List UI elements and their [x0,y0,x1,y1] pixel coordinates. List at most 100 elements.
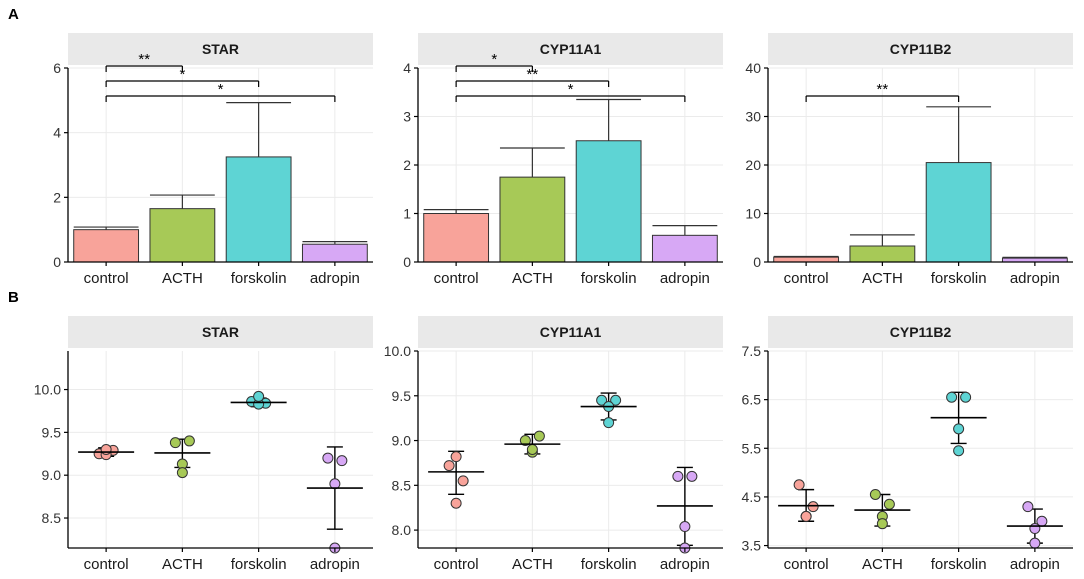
data-point-forskolin [603,417,615,429]
x-tick-label: adropin [660,270,710,287]
y-tick-label: 8.5 [42,510,62,526]
bar-acth [149,208,216,263]
data-point-forskolin [953,445,965,457]
data-point-control [457,475,469,487]
sig-label: ** [527,66,539,83]
y-tick-label: 8.0 [392,522,412,538]
data-point-acth [883,498,895,510]
bar-acth [849,245,916,263]
data-point-forskolin [610,394,622,406]
facet-strip [768,33,1073,65]
bar-adropin [651,234,718,263]
bar-forskolin [225,156,292,263]
data-point-forskolin [253,390,265,402]
data-point-control [807,501,819,513]
data-point-control [100,444,112,455]
y-tick-label: 7.5 [742,343,762,359]
y-tick-label: 4 [403,60,411,76]
data-point-adropin [679,521,691,533]
facet-title: CYP11A1 [540,324,602,340]
chart-panel-3: CYP11B2 ** 0 10 20 30 40 control ACTH forskolin ad… [745,33,1073,287]
x-tick-label: forskolin [581,270,637,287]
data-point-control [793,479,805,491]
y-tick-label: 2 [53,189,61,205]
data-point-control [800,510,812,522]
bar-control [773,256,840,263]
x-tick-label: control [434,556,479,573]
data-point-acth [519,435,531,447]
x-tick-label: control [84,270,129,287]
data-point-adropin [686,470,698,482]
y-tick-label: 2 [403,157,411,173]
y-tick-label: 6.5 [742,392,762,408]
y-tick-label: 9.0 [42,467,62,483]
facet-title: CYP11B2 [890,324,952,340]
data-point-adropin [1029,537,1041,549]
y-tick-label: 4.5 [742,489,762,505]
y-tick-label: 9.0 [392,433,412,449]
data-point-acth [169,437,181,449]
y-tick-label: 10 [745,206,761,222]
data-point-adropin [672,470,684,482]
bar-control [423,213,490,263]
data-point-acth [176,467,188,479]
sig-label: * [179,66,185,83]
y-tick-label: 40 [745,60,761,76]
x-tick-label: forskolin [931,270,987,287]
x-tick-label: ACTH [162,270,203,287]
data-point-control [450,497,462,509]
data-point-adropin [322,452,334,464]
sig-label: * [218,81,224,98]
data-point-acth [183,435,195,447]
data-point-forskolin [596,394,608,406]
y-tick-label: 20 [745,157,761,173]
facet-strip [68,33,373,65]
facet-strip [418,33,723,65]
data-point-control [450,451,462,463]
data-point-adropin [1029,523,1041,535]
panel-letter-b: B [8,289,19,306]
facet-title: CYP11A1 [540,41,602,57]
x-tick-label: ACTH [862,556,903,573]
y-tick-label: 3 [403,109,411,125]
y-tick-label: 5.5 [742,440,762,456]
data-point-acth [869,488,881,500]
data-point-adropin [336,455,348,467]
chart-panel-5: CYP11A1 8.0 8.5 9.0 9.5 10.0 control ACTH forsko… [384,316,723,573]
chart-panel-6: CYP11B2 3.5 4.5 5.5 6.5 7.5 control ACTH forskol… [742,316,1073,573]
x-tick-label: ACTH [862,270,903,287]
facet-strip [68,316,373,348]
y-tick-label: 0 [753,254,761,270]
y-tick-label: 9.5 [392,388,412,404]
sig-label: ** [138,51,150,68]
y-tick-label: 10.0 [34,382,61,398]
bar-control [73,229,140,263]
x-tick-label: adropin [310,556,360,573]
y-tick-label: 3.5 [742,538,762,554]
chart-panel-4: STAR 8.5 9.0 9.5 10.0 control ACTH forskolin adr… [34,316,373,573]
x-tick-label: forskolin [581,556,637,573]
bar-acth [499,176,566,263]
x-tick-label: adropin [1010,556,1060,573]
data-point-forskolin [960,391,972,403]
data-point-forskolin [953,423,965,435]
x-tick-label: adropin [1010,270,1060,287]
y-tick-label: 8.5 [392,477,412,493]
x-tick-label: control [784,556,829,573]
panel-letter-a: A [8,6,19,23]
x-tick-label: control [434,270,479,287]
bar-forskolin [575,140,642,263]
data-point-forskolin [946,391,958,403]
bar-forskolin [925,162,992,263]
y-tick-label: 10.0 [384,343,411,359]
x-tick-label: ACTH [162,556,203,573]
x-tick-label: forskolin [231,270,287,287]
y-tick-label: 0 [53,254,61,270]
data-point-adropin [1022,501,1034,513]
facet-strip [768,316,1073,348]
facet-title: STAR [202,41,239,57]
x-tick-label: ACTH [512,270,553,287]
